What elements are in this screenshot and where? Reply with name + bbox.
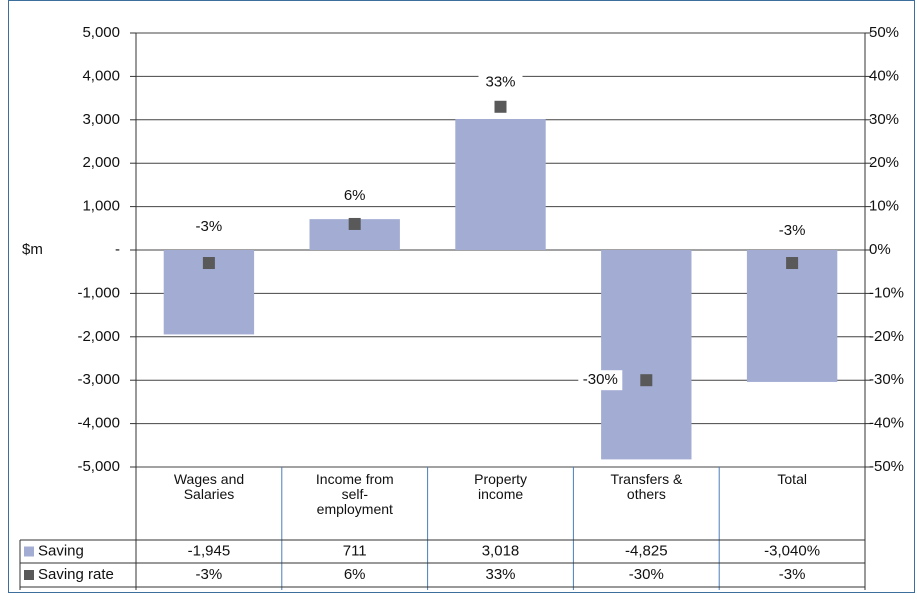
- y-tick-label: -3,000: [77, 371, 120, 388]
- marker: [494, 100, 507, 113]
- y-axis-label: $m: [22, 241, 43, 258]
- y-tick-label: -2,000: [77, 328, 120, 345]
- marker: [786, 257, 799, 270]
- y2-tick-label: -10%: [869, 284, 904, 301]
- y-tick-label: -4,000: [77, 415, 120, 432]
- table-cell: -3%: [196, 566, 223, 583]
- y2-tick-label: 40%: [869, 67, 899, 84]
- frame: [8, 0, 915, 593]
- y2-tick-label: 20%: [869, 154, 899, 171]
- data-label: 6%: [344, 187, 366, 204]
- y-tick-label: 4,000: [82, 67, 120, 84]
- table-cell: -30%: [629, 566, 664, 583]
- marker: [640, 374, 653, 387]
- y2-tick-label: 50%: [869, 24, 899, 41]
- data-label-bg: [578, 370, 623, 391]
- legend-key: [24, 570, 34, 580]
- x-tick-label: Transfers & others: [610, 471, 683, 502]
- table-cell: -4,825: [625, 542, 668, 559]
- data-label: -3%: [196, 218, 223, 235]
- data-label: -3%: [779, 222, 806, 239]
- legend-label: Saving: [38, 542, 84, 559]
- data-label-bg: [770, 221, 815, 242]
- data-label-bg: [186, 217, 231, 238]
- table-cell: -1,945: [188, 542, 231, 559]
- table-cell: 711: [343, 542, 367, 559]
- y2-tick-label: -50%: [869, 458, 904, 475]
- x-tick-label: Property income: [474, 471, 528, 502]
- x-tick-label: Total: [777, 471, 807, 487]
- y-tick-label: 3,000: [82, 111, 120, 128]
- y2-tick-label: -40%: [869, 415, 904, 432]
- data-label-bg: [478, 72, 523, 93]
- bar: [746, 250, 838, 382]
- bar: [601, 250, 692, 460]
- y-tick-label: 1,000: [82, 198, 120, 215]
- table-cell: 33%: [485, 566, 515, 583]
- y2-tick-label: 30%: [869, 111, 899, 128]
- data-label: -30%: [583, 371, 618, 388]
- y-tick-label: 2,000: [82, 154, 120, 171]
- table-cell: 6%: [344, 566, 366, 583]
- y2-tick-label: 10%: [869, 198, 899, 215]
- data-label: 33%: [485, 74, 515, 91]
- table-cell: -3,040%: [764, 542, 820, 559]
- legend-key: [24, 546, 34, 557]
- y-tick-label: -: [115, 241, 120, 258]
- marker: [348, 217, 361, 230]
- y2-tick-label: -30%: [869, 371, 904, 388]
- y2-tick-label: 0%: [869, 241, 891, 258]
- marker: [202, 257, 215, 270]
- y-tick-label: -1,000: [77, 284, 120, 301]
- bar: [455, 119, 546, 250]
- x-tick-label: Wages and Salaries: [173, 471, 245, 502]
- y2-tick-label: -20%: [869, 328, 904, 345]
- legend-label: Saving rate: [38, 566, 114, 583]
- data-label-bg: [332, 185, 377, 206]
- y-tick-label: -5,000: [77, 458, 120, 475]
- table-cell: 3,018: [482, 542, 520, 559]
- y-tick-label: 5,000: [82, 24, 120, 41]
- x-tick-label: Income from self- employment: [315, 471, 394, 517]
- table-cell: -3%: [779, 566, 806, 583]
